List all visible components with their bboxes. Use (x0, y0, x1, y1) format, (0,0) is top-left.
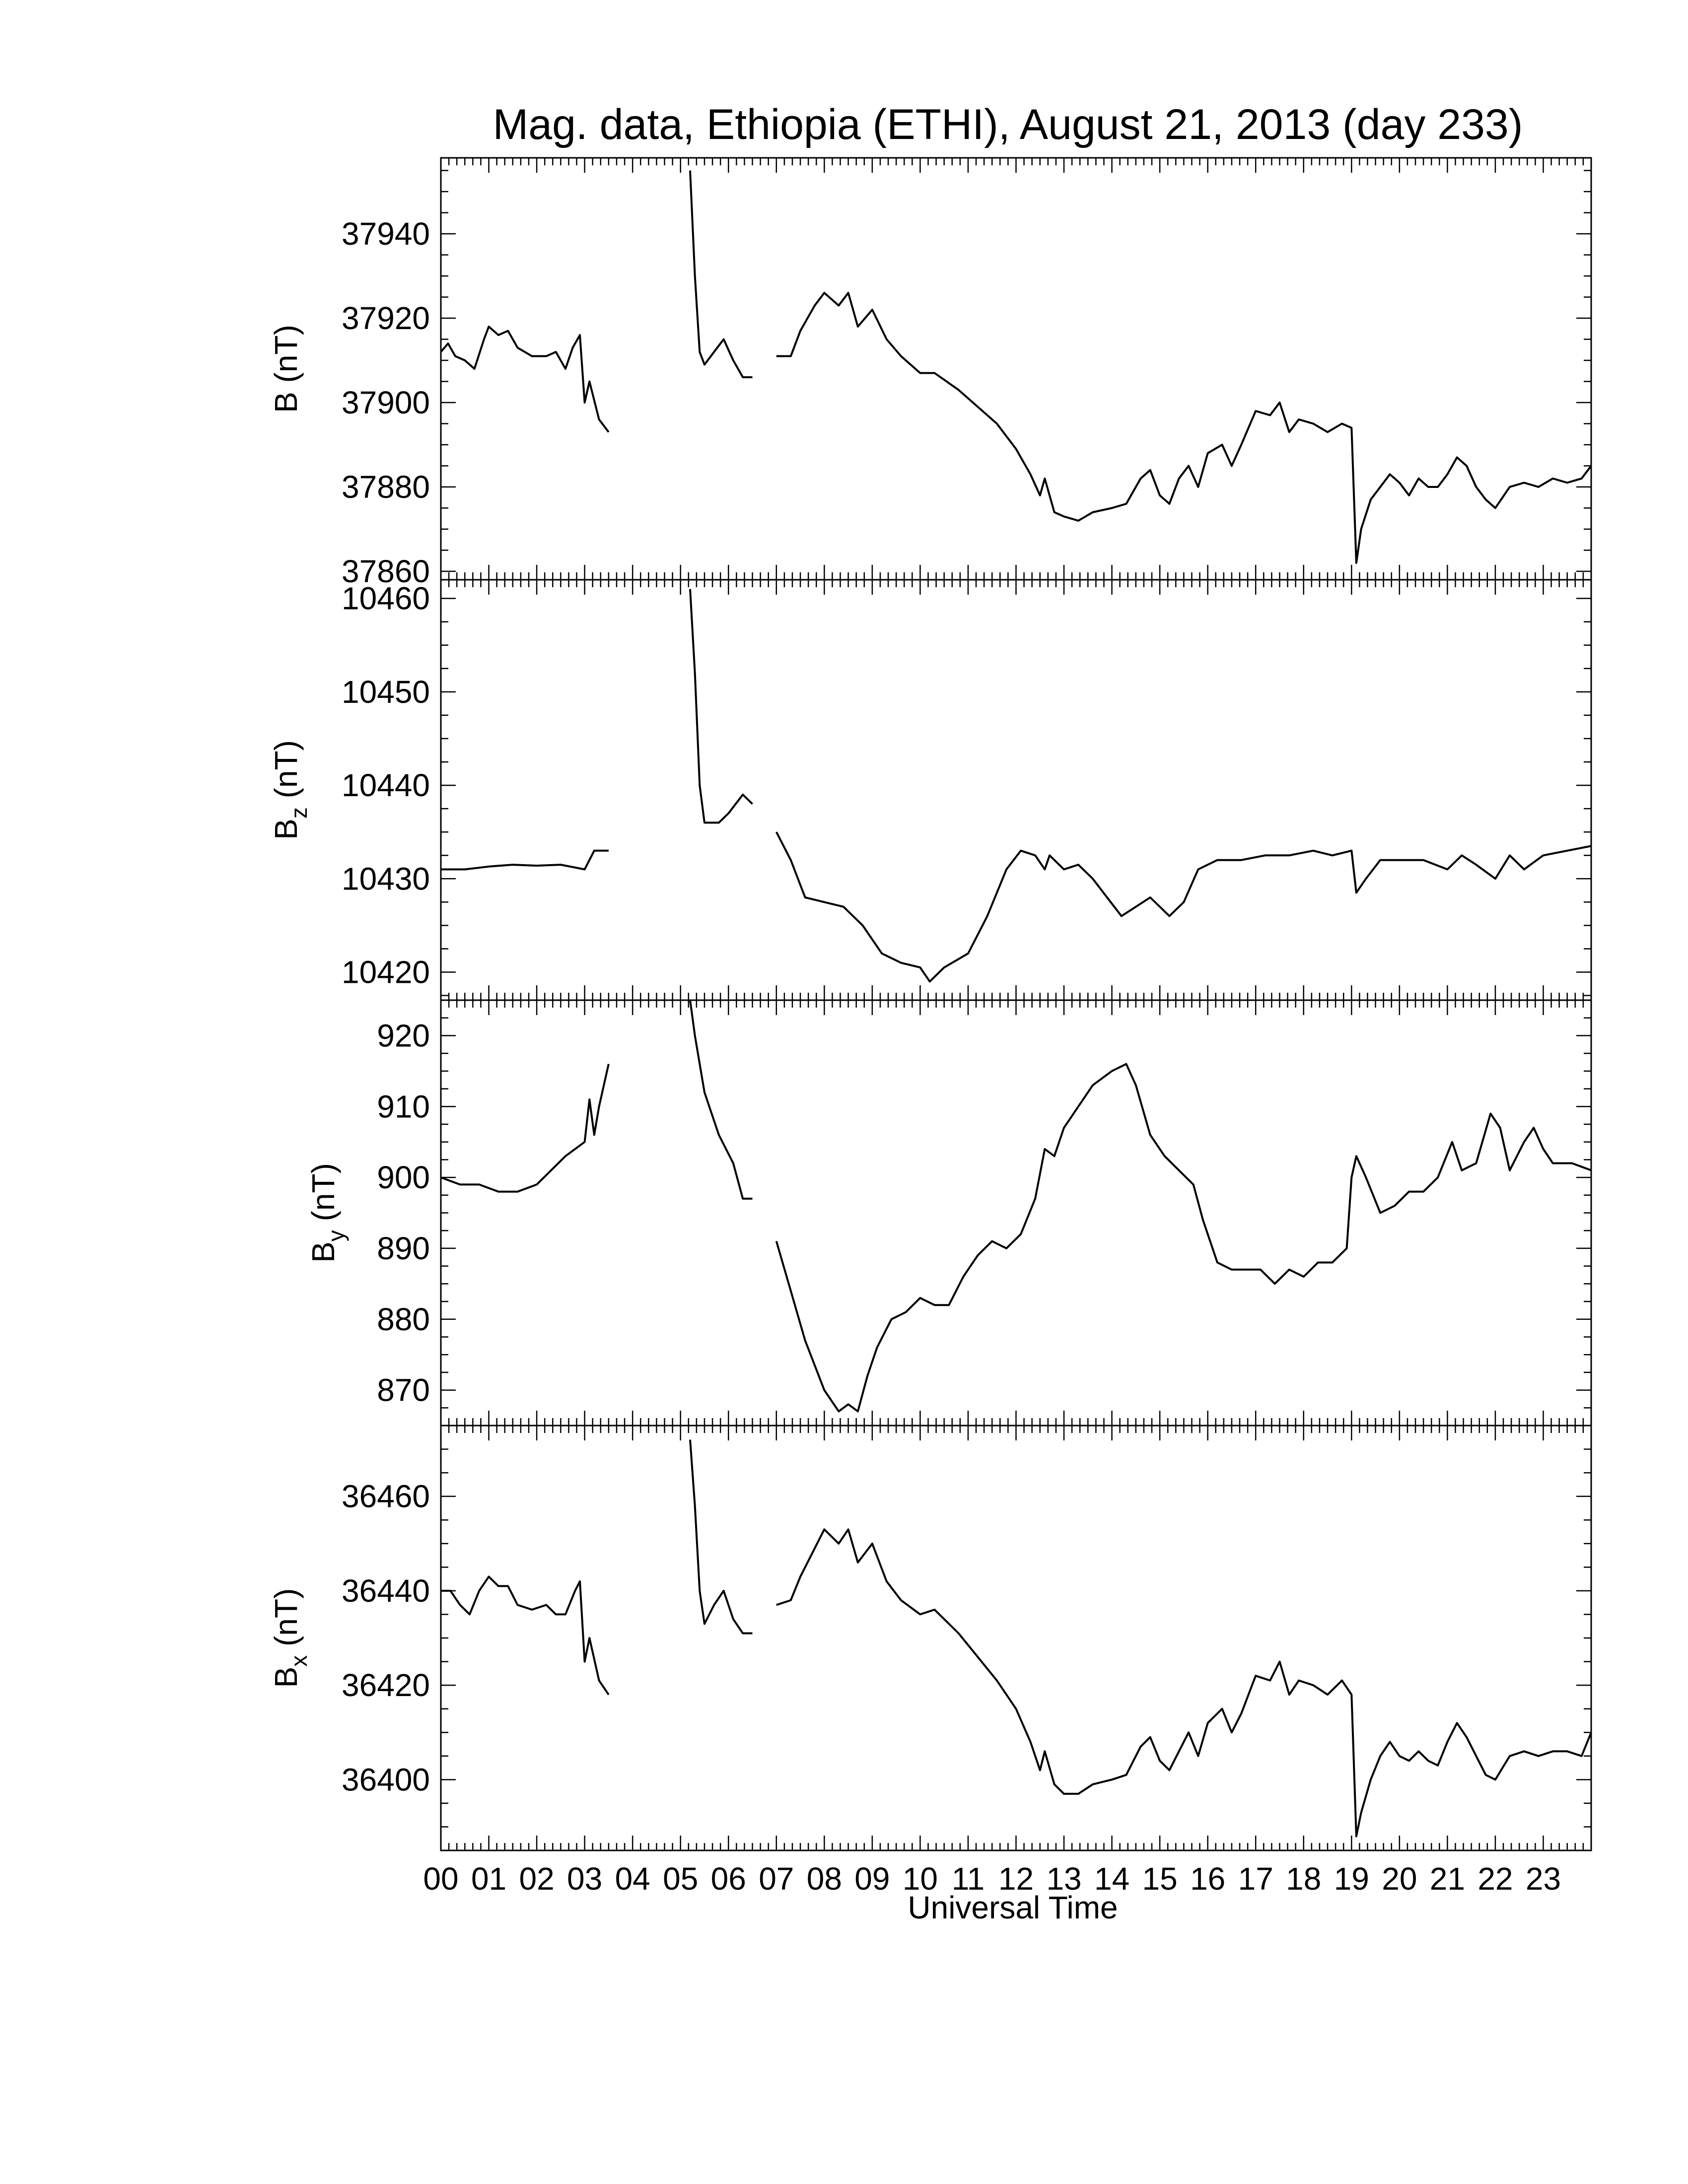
x-tick-label: 21 (1430, 1861, 1465, 1897)
y-axis-label: Bx (nT) (268, 1588, 312, 1688)
x-tick-label: 09 (854, 1861, 890, 1897)
y-tick-label: 36440 (342, 1573, 430, 1609)
y-tick-label: 10430 (342, 861, 430, 896)
x-tick-label: 07 (759, 1861, 794, 1897)
y-tick-label: 36420 (342, 1667, 430, 1703)
y-tick-label: 920 (377, 1018, 430, 1053)
x-tick-label: 18 (1286, 1861, 1321, 1897)
x-tick-label: 12 (998, 1861, 1034, 1897)
panels: 37860 37880 37900 37920 37940 B (nT) 10420 1043… (268, 157, 1592, 1851)
panel-bz: 10420 10430 10440 10450 10460 Bz (nT) (268, 579, 1592, 1001)
y-tick-label: 37900 (342, 385, 430, 420)
y-axis-label: Bz (nT) (268, 740, 312, 840)
chart-title: Mag. data, Ethiopia (ETHI), August 21, 2… (493, 101, 1523, 148)
x-tick-label: 15 (1142, 1861, 1178, 1897)
x-tick-label: 10 (903, 1861, 938, 1897)
series-line-b-segment-2 (689, 170, 753, 378)
x-tick-label: 22 (1477, 1861, 1513, 1897)
x-tick-label: 03 (567, 1861, 602, 1897)
panel-frame (440, 579, 1592, 1001)
x-tick-label: 23 (1526, 1861, 1561, 1897)
y-tick-label: 37860 (342, 553, 430, 589)
y-tick-label: 36460 (342, 1479, 430, 1514)
x-tick-label: 02 (519, 1861, 554, 1897)
x-tick-label: 01 (471, 1861, 506, 1897)
x-tick-label: 05 (663, 1861, 698, 1897)
x-tick-label: 13 (1046, 1861, 1081, 1897)
y-tick-label: 10450 (342, 674, 430, 710)
x-axis-tick-labels: 00 01 02 03 04 05 06 07 08 09 10 11 12 13 14 15 16 17 18 19… (423, 1861, 1561, 1897)
series-line-bz-segment-1 (441, 849, 609, 871)
y-axis-label: B (nT) (268, 325, 304, 413)
y-tick-label: 37920 (342, 300, 430, 336)
series-line-by-segment-3 (775, 1063, 1592, 1413)
x-tick-label: 08 (807, 1861, 842, 1897)
series-line-b-segment-3 (776, 292, 1592, 564)
x-tick-label: 19 (1334, 1861, 1369, 1897)
y-tick-label: 10460 (342, 581, 430, 616)
panel-b: 37860 37880 37900 37920 37940 B (nT) (268, 157, 1592, 589)
panel-by: 870 880 890 900 910 920 By (nT) (305, 999, 1592, 1427)
panel-frame (440, 157, 1592, 581)
series-line-by-segment-2 (689, 1000, 753, 1200)
y-tick-label: 36400 (342, 1762, 430, 1797)
x-tick-label: 17 (1238, 1861, 1273, 1897)
series-line-b-segment-1 (440, 326, 610, 433)
y-tick-label: 910 (377, 1089, 430, 1124)
y-tick-label: 900 (377, 1160, 430, 1195)
x-tick-label: 04 (615, 1861, 650, 1897)
x-tick-label: 00 (423, 1861, 458, 1897)
x-tick-label: 20 (1382, 1861, 1417, 1897)
x-tick-label: 11 (952, 1861, 985, 1897)
x-tick-label: 16 (1190, 1861, 1225, 1897)
series-line-bz-segment-3 (775, 831, 1592, 983)
y-axis-label: By (nT) (305, 1163, 349, 1263)
x-axis-label: Universal Time (908, 1890, 1118, 1925)
panel-bx: 36400 36420 36440 36460 Bx (nT) (268, 1425, 1592, 1851)
x-tick-label: 06 (711, 1861, 746, 1897)
y-tick-label: 10440 (342, 767, 430, 803)
panel-frame (440, 999, 1592, 1427)
y-tick-label: 870 (377, 1372, 430, 1408)
y-tick-label: 37880 (342, 469, 430, 505)
series-line-bx-segment-2 (689, 1439, 753, 1635)
y-tick-label: 37940 (342, 216, 430, 252)
x-tick-label: 14 (1094, 1861, 1129, 1897)
panel-frame (440, 1425, 1592, 1851)
series-line-bx-segment-3 (776, 1528, 1592, 1838)
y-tick-label: 890 (377, 1230, 430, 1266)
series-line-bz-segment-2 (689, 589, 753, 824)
series-line-by-segment-1 (440, 1064, 610, 1193)
y-tick-label: 10420 (342, 955, 430, 990)
series-line-bx-segment-1 (441, 1575, 610, 1696)
y-tick-label: 880 (377, 1301, 430, 1337)
